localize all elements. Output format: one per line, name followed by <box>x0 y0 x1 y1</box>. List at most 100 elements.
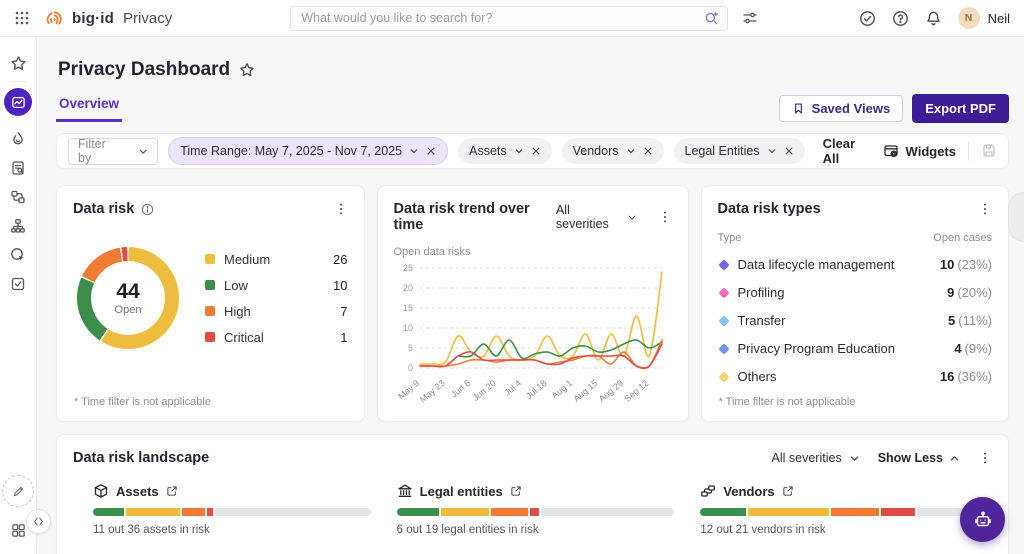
legend-item: Critical1 <box>205 330 348 345</box>
assets-risk-bar[interactable] <box>93 508 371 516</box>
ai-search-icon[interactable] <box>704 11 719 26</box>
assets-risk-caption: 11 out 36 assets in risk <box>93 524 371 536</box>
data-risk-donut[interactable]: 44 Open <box>77 247 179 349</box>
advanced-search-icon[interactable] <box>742 10 758 26</box>
top-bar: big·id Privacy N Neil <box>0 0 1024 37</box>
type-bullet <box>718 315 729 326</box>
card-title: Data risk types <box>718 201 821 217</box>
card-data-risk-trend: Data risk trend over time All severities… <box>377 185 689 422</box>
sidebar-item-dashboard-active[interactable] <box>4 88 32 116</box>
sidebar-item-hierarchy-icon[interactable] <box>5 213 31 239</box>
tab-overview[interactable]: Overview <box>56 96 122 122</box>
time-filter-footnote: * Time filter is not applicable <box>74 396 211 408</box>
saved-views-button[interactable]: Saved Views <box>779 95 904 122</box>
notifications-bell-icon[interactable] <box>925 10 942 27</box>
sidebar-divider <box>10 81 26 82</box>
sidebar-collapse-toggle[interactable] <box>26 509 51 534</box>
assets-box-icon <box>93 483 109 499</box>
user-name[interactable]: Neil <box>988 11 1010 26</box>
filter-chip-assets[interactable]: Assets <box>458 138 552 164</box>
export-pdf-button[interactable]: Export PDF <box>912 94 1009 123</box>
type-row: Data lifecycle management10(23%) <box>718 257 993 272</box>
external-link-icon[interactable] <box>166 485 178 497</box>
app-launcher-icon[interactable] <box>14 10 30 26</box>
filter-chip-time-range[interactable]: Time Range: May 7, 2025 - Nov 7, 2025 <box>168 137 448 165</box>
bigid-fingerprint-icon <box>44 8 65 29</box>
column-type: Type <box>718 232 742 244</box>
info-icon[interactable] <box>141 203 154 216</box>
external-link-icon[interactable] <box>782 485 794 497</box>
sidebar-item-risk-icon[interactable] <box>5 126 31 152</box>
svg-text:Jul 18: Jul 18 <box>523 378 548 401</box>
search-input[interactable] <box>299 10 704 26</box>
side-panel-handle[interactable] <box>1008 192 1024 242</box>
external-link-icon[interactable] <box>510 485 522 497</box>
bigid-logo[interactable]: big·id Privacy <box>44 8 172 29</box>
vendors-risk-bar[interactable] <box>700 508 978 516</box>
column-open-cases: Open cases <box>933 232 992 244</box>
main-content: Privacy Dashboard Overview Saved Views E… <box>37 37 1024 554</box>
card-data-risk-types: Data risk types Type Open cases Data lif… <box>701 185 1010 422</box>
clear-all-filters-button[interactable]: Clear All <box>823 136 873 166</box>
save-view-icon[interactable] <box>981 143 997 159</box>
global-search[interactable] <box>290 6 728 31</box>
filter-chip-legal-entities[interactable]: Legal Entities <box>674 138 805 164</box>
robot-icon <box>972 509 994 531</box>
svg-text:10: 10 <box>402 323 412 333</box>
type-row: Others16(36%) <box>718 369 993 384</box>
svg-text:Jun 20: Jun 20 <box>470 378 497 403</box>
type-bullet <box>718 343 729 354</box>
landscape-section-assets: Assets 11 out 36 assets in risk <box>93 483 371 536</box>
filter-by-dropdown[interactable]: Filter by <box>68 138 158 165</box>
svg-text:May 23: May 23 <box>417 378 446 405</box>
user-avatar[interactable]: N <box>958 7 980 29</box>
landscape-section-vendors: Vendors 12 out 21 vendors in risk <box>700 483 978 536</box>
sidebar-item-reports-icon[interactable] <box>5 155 31 181</box>
legal-entities-bank-icon <box>397 483 413 499</box>
severity-filter-dropdown[interactable]: All severities <box>556 203 637 231</box>
card-title: Data risk <box>73 201 134 217</box>
remove-chip-icon <box>643 146 653 156</box>
help-icon[interactable] <box>892 10 909 27</box>
remove-chip-icon <box>531 146 541 156</box>
card-menu-kebab-icon[interactable] <box>978 202 992 216</box>
sidebar-item-workflows-icon[interactable] <box>5 184 31 210</box>
show-less-toggle[interactable]: Show Less <box>878 451 960 465</box>
donut-legend: Medium26 Low10 High7 Critical1 <box>205 252 348 345</box>
edit-dashboard-icon[interactable] <box>2 475 34 507</box>
svg-text:15: 15 <box>402 303 412 313</box>
page-title: Privacy Dashboard <box>58 59 230 81</box>
legal-entities-risk-caption: 6 out 19 legal entities in risk <box>397 524 675 536</box>
open-risks-label: Open <box>115 304 142 316</box>
legend-swatch <box>205 254 215 264</box>
filter-bar: Filter by Time Range: May 7, 2025 - Nov … <box>56 133 1009 169</box>
vendors-risk-caption: 12 out 21 vendors in risk <box>700 524 978 536</box>
favorite-page-star-icon[interactable] <box>239 62 255 78</box>
filter-chip-vendors[interactable]: Vendors <box>562 138 664 164</box>
svg-text:20: 20 <box>402 283 412 293</box>
divider <box>968 141 969 161</box>
privacy-dashboard-app: big·id Privacy N Neil <box>0 0 1024 554</box>
legend-swatch <box>205 280 215 290</box>
favorites-star-icon[interactable] <box>5 50 31 76</box>
card-menu-kebab-icon[interactable] <box>658 210 672 224</box>
legend-swatch <box>205 306 215 316</box>
sidebar-item-policies-icon[interactable] <box>5 242 31 268</box>
type-bullet <box>718 287 729 298</box>
tasks-status-icon[interactable] <box>859 10 876 27</box>
svg-text:Aug 1: Aug 1 <box>549 378 573 401</box>
remove-chip-icon <box>784 146 794 156</box>
widgets-button[interactable]: Widgets <box>883 143 956 159</box>
ai-assistant-fab[interactable] <box>960 497 1005 542</box>
card-menu-kebab-icon[interactable] <box>334 202 348 216</box>
card-menu-kebab-icon[interactable] <box>978 451 992 465</box>
card-title: Data risk landscape <box>73 450 209 466</box>
type-bullet <box>718 371 729 382</box>
legend-item: High7 <box>205 304 348 319</box>
svg-text:5: 5 <box>407 343 412 353</box>
legend-item: Low10 <box>205 278 348 293</box>
sidebar-item-tasks-icon[interactable] <box>5 271 31 297</box>
legal-entities-risk-bar[interactable] <box>397 508 675 516</box>
left-sidebar <box>0 37 37 554</box>
severity-filter-dropdown[interactable]: All severities <box>772 451 860 465</box>
